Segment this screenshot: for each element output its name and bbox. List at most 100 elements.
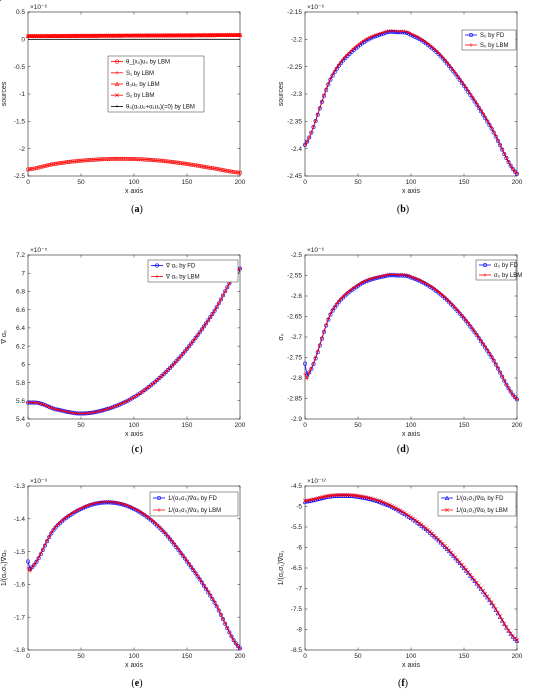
legend-marker [155,263,160,268]
data-point [193,336,198,340]
legend-label: 1/(α₀σ₀)∇α₀ by LBM [168,507,221,514]
data-point [49,162,54,167]
data-point [343,292,347,297]
data-point [68,410,73,415]
data-point [449,301,453,306]
x-tick-label: 0 [303,422,307,429]
x-tick-label: 150 [182,653,193,660]
data-point [70,159,75,164]
data-point [132,506,136,511]
data-point [221,293,225,298]
legend-marker [444,495,450,500]
data-point [453,306,458,310]
panel-caption: (e) [131,678,142,689]
data-point [238,170,243,175]
data-point [358,281,362,286]
data-point [392,505,396,510]
data-point [191,162,196,167]
data-point [309,366,314,370]
data-point [161,372,166,376]
data-point [419,37,424,41]
data-point [413,34,417,38]
data-point [379,274,384,278]
data-point [428,43,432,48]
legend-marker [157,508,161,512]
data-point [309,130,314,135]
data-point [468,92,473,96]
data-point [330,72,335,77]
x-tick-label: 50 [77,653,85,660]
x-tick-label: 100 [406,179,417,186]
data-point [47,405,51,409]
data-point [341,294,345,299]
data-point [157,525,162,529]
legend: ∇ α₀ by FD ∇ α₀ by LBM [147,259,239,283]
panel-caption: (f) [398,678,408,689]
x-axis-label: x axis [125,188,143,195]
chart-panel-b: 0 50 100 150 200 -2.45 -2.4 -2.35 -2.3 -2.25 -2.2 -… [278,4,523,215]
y-tick-label: 5.6 [16,398,25,405]
data-point [455,74,460,78]
data-point [426,41,430,46]
data-point [148,157,153,162]
data-point [181,352,185,356]
data-point [324,322,328,327]
axis-multiplier: ×10⁻⁵ [30,247,47,254]
data-point [307,135,311,140]
data-point [72,509,77,514]
data-point [134,507,138,512]
data-point [128,397,132,402]
y-tick-label: 6.2 [16,343,25,350]
data-point [430,285,434,289]
data-point [170,363,174,368]
data-point [352,286,356,290]
data-point [34,559,39,563]
data-point [121,502,126,506]
data-point [40,164,45,169]
data-point [396,507,401,512]
data-point [212,309,217,313]
data-point [159,374,164,378]
data-point [419,522,424,527]
data-point [485,348,490,352]
data-point [204,586,208,590]
data-point [202,324,206,329]
data-point [195,573,200,578]
y-tick-label: -2 [19,146,25,153]
x-tick-label: 100 [129,653,140,660]
data-point [55,522,60,527]
data-point [381,500,386,505]
data-point [385,502,390,507]
x-tick-label: 150 [459,179,470,186]
data-point [95,157,100,162]
data-point [181,553,185,557]
data-point [85,158,90,163]
data-point [479,338,483,343]
data-point [172,542,176,546]
data-point [411,33,415,37]
data-point [466,89,470,93]
data-point [168,536,172,541]
data-point [212,166,217,171]
data-point [487,351,492,355]
data-point [134,394,138,398]
data-point [166,368,170,372]
data-point [221,168,226,173]
data-point [494,362,498,366]
data-point [307,370,311,375]
data-point [92,410,96,415]
data-point [66,513,70,518]
data-point [332,69,337,73]
data-point [206,318,210,322]
data-point [225,285,229,289]
data-point [32,562,37,567]
x-tick-label: 0 [26,422,30,429]
data-point [356,43,360,47]
legend-box [107,55,205,113]
x-tick-label: 200 [512,653,523,660]
y-tick-label: 7 [21,270,25,277]
data-point [161,159,166,164]
data-point [320,99,324,103]
data-point [119,156,124,161]
axis-multiplier: ×10⁻⁶ [30,4,47,11]
